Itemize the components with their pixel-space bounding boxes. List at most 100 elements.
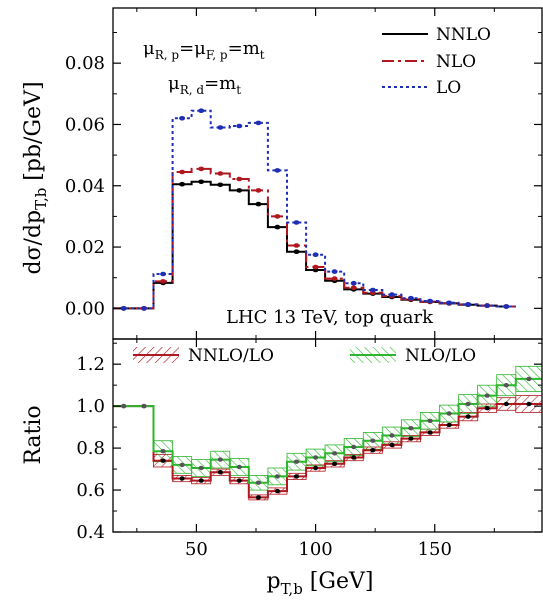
- ratio-legend: NNLO/LO NLO/LO: [133, 346, 476, 366]
- ratio-y-axis-title: Ratio: [21, 405, 46, 464]
- series-nnlo-lo-point: [179, 476, 185, 481]
- series-lo-point: [160, 271, 167, 277]
- series-lo-point: [369, 287, 376, 293]
- series-nnlo-lo-point: [313, 465, 319, 471]
- series-nnlo-lo-point: [370, 448, 376, 453]
- series-nnlo-lo-point: [351, 455, 357, 460]
- main-panel: NNLO NLO LO μR, p=μF, p=mt μR, d=mt LHC …: [21, 25, 542, 328]
- main-y-tick-label: 0.00: [65, 298, 105, 319]
- series-nnlo-lo-point: [293, 474, 300, 479]
- ratio-panel: NNLO/LO NLO/LO Ratio pT,b [GeV] 0.40.60.…: [21, 8, 543, 598]
- series-lo-point: [312, 252, 319, 257]
- series-nlo-lo-point: [217, 457, 223, 462]
- series-lo-point: [141, 306, 147, 311]
- series-lo-point: [484, 303, 491, 308]
- series-nnlo-lo-line: [113, 403, 542, 499]
- scale-annotation-line2: μR, d=mt: [168, 73, 241, 97]
- series-nnlo-lo-point: [465, 414, 471, 419]
- series-nlo-lo-point: [198, 465, 204, 471]
- legend-nnlo-label: NNLO: [436, 25, 491, 45]
- x-tick-label: 100: [298, 539, 332, 560]
- legend-nlo-lo-label: NLO/LO: [405, 346, 476, 366]
- series-lo-point: [427, 298, 433, 304]
- series-nlo-point: [179, 169, 186, 175]
- series-nnlo-lo-point: [217, 470, 223, 475]
- ratio-y-tick-label: 1.2: [76, 354, 105, 375]
- series-nlo-lo-point: [160, 449, 166, 454]
- series-lo-point: [350, 280, 357, 286]
- series-nlo-point: [331, 276, 338, 281]
- series-nnlo-lo-point: [236, 478, 242, 483]
- series-nlo-point: [198, 166, 205, 172]
- series-nnlo-lo-point: [503, 401, 509, 407]
- x-axis-title: pT,b [GeV]: [267, 569, 374, 598]
- series-lo-point: [388, 292, 395, 297]
- series-nnlo-lo-point: [484, 406, 490, 411]
- main-y-tick-label: 0.04: [65, 176, 105, 197]
- main-series-group: [113, 108, 516, 311]
- legend-nnlo-lo-label: NNLO/LO: [188, 346, 274, 366]
- main-y-tick-label: 0.06: [65, 114, 105, 135]
- ratio-series-group: [113, 365, 543, 501]
- series-lo-point: [255, 120, 262, 126]
- series-nnlo-point: [293, 249, 300, 254]
- series-nlo-lo-point: [313, 455, 319, 460]
- main-legend: NNLO NLO LO: [382, 25, 491, 98]
- series-nlo-lo-point: [465, 401, 471, 407]
- x-tick-label: 50: [185, 539, 208, 560]
- ratio-panel-frame: [112, 338, 543, 533]
- series-nlo-lo-line: [113, 377, 542, 484]
- series-lo-point: [236, 123, 243, 129]
- collider-annotation: LHC 13 TeV, top quark: [226, 307, 434, 328]
- series-lo-point: [465, 302, 472, 307]
- series-nnlo-lo-point: [526, 401, 532, 407]
- series-lo-point: [446, 300, 453, 306]
- series-nlo-line: [113, 167, 516, 310]
- x-tick-label: 150: [418, 539, 452, 560]
- series-nlo-lo-point: [503, 383, 509, 388]
- ratio-y-tick-label: 0.8: [76, 438, 105, 459]
- series-nnlo-lo-point: [198, 478, 204, 483]
- series-nlo-point: [255, 188, 262, 193]
- series-nlo-lo-point: [255, 480, 261, 485]
- series-nlo-lo-point: [179, 462, 185, 468]
- series-nnlo-lo-point: [160, 458, 166, 463]
- series-nnlo-point: [274, 224, 281, 230]
- ratio-y-ticks: 0.4 0.6 0.8 1.0 1.2: [76, 342, 542, 543]
- series-nlo-lo-point: [427, 418, 433, 423]
- x-ticks: 50 100 150: [136, 8, 495, 560]
- series-lo-point: [198, 108, 205, 113]
- series-nlo-point: [350, 285, 357, 291]
- ratio-y-tick-label: 0.4: [76, 522, 105, 543]
- main-y-axis-title: dσ/dpT,b [pb/GeV]: [21, 81, 50, 274]
- series-nlo-lo-point: [389, 433, 395, 438]
- series-nlo-point: [217, 171, 224, 176]
- series-nnlo-point: [217, 182, 224, 188]
- main-y-ticks: 0.00 0.02 0.04 0.06 0.08: [65, 32, 542, 319]
- series-nnlo-lo-point: [255, 495, 261, 500]
- series-nnlo-lo-point: [427, 430, 433, 435]
- series-nlo-lo-point: [446, 411, 452, 416]
- series-lo-point: [120, 306, 127, 311]
- series-nlo-point: [312, 264, 319, 270]
- series-nlo-lo-point: [408, 426, 414, 431]
- main-y-tick-label: 0.02: [65, 237, 105, 258]
- series-nlo-lo-point: [484, 393, 490, 398]
- series-nnlo-lo-point: [332, 461, 338, 466]
- series-nlo-lo-point: [526, 376, 532, 382]
- ratio-y-tick-label: 0.6: [76, 480, 105, 501]
- ratio-y-tick-label: 1.0: [76, 396, 105, 417]
- series-nlo-lo-point: [141, 403, 147, 409]
- series-nlo-lo-point: [332, 451, 338, 456]
- series-nnlo-point: [179, 181, 186, 187]
- series-lo-point: [331, 269, 338, 274]
- series-lo-point: [503, 304, 510, 309]
- series-nnlo-lo-point: [446, 422, 452, 428]
- series-nlo-lo-point: [370, 438, 376, 443]
- series-lo-point: [407, 295, 414, 301]
- series-nlo-point: [274, 214, 281, 219]
- series-nnlo-lo-point: [274, 488, 280, 494]
- series-nnlo-point: [198, 179, 205, 185]
- series-nlo-lo-point: [274, 474, 280, 479]
